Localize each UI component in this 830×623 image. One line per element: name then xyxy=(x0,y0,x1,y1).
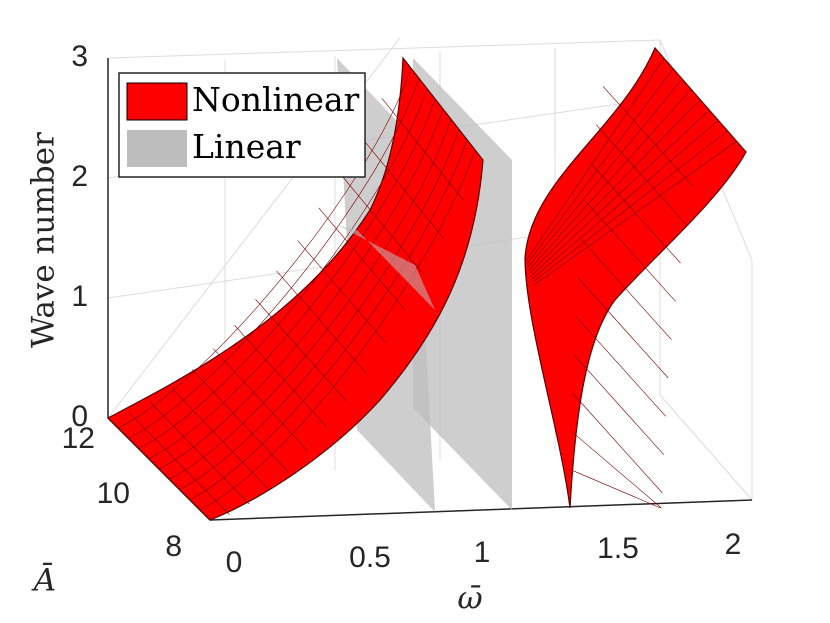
nonlinear-surface-lower xyxy=(107,56,484,521)
surface-mesh-line xyxy=(573,354,665,455)
surface-mesh-line xyxy=(531,120,719,280)
x-tick-0: 0 xyxy=(226,546,243,579)
legend-swatch-linear xyxy=(127,130,187,167)
surface-mesh-line xyxy=(148,98,436,460)
surface-mesh-line xyxy=(529,99,701,274)
x-axis-label: ω̄ xyxy=(457,581,482,617)
surface-mesh-line xyxy=(575,316,666,417)
surface-mesh-line xyxy=(128,78,420,439)
surface-mesh-line xyxy=(381,98,464,201)
x-tick-1: 1 xyxy=(474,536,491,569)
y-tick-12: 12 xyxy=(62,422,95,455)
y-tick-10: 10 xyxy=(97,477,130,510)
surface-mesh-line xyxy=(179,129,460,490)
surface-mesh-line xyxy=(595,124,687,225)
y-tick-8: 8 xyxy=(165,530,182,563)
z-tick-3: 3 xyxy=(71,40,88,73)
z-axis-label: Wave number xyxy=(26,132,62,348)
surface-mesh-line xyxy=(158,108,444,470)
surface-mesh-line xyxy=(585,201,676,302)
surface-mesh-line xyxy=(192,369,289,472)
surface-mesh-line xyxy=(118,68,412,429)
legend: Nonlinear Linear xyxy=(118,72,366,178)
surface-mesh-line xyxy=(533,141,737,286)
surface-mesh-line xyxy=(189,139,468,500)
z-tick-2: 2 xyxy=(71,160,88,193)
y-axis-label: Ā xyxy=(31,562,56,599)
z-tick-1: 1 xyxy=(71,280,88,313)
surface-mesh-line xyxy=(530,110,710,277)
y-axis-ticks: 12 10 8 xyxy=(62,422,182,563)
surface-mesh-line xyxy=(527,79,683,268)
surface-mesh-line xyxy=(255,299,347,402)
surface-mesh-line xyxy=(526,68,674,265)
surface-mesh-line xyxy=(169,119,452,480)
surface-mesh-line xyxy=(360,136,445,239)
surface-mesh-line xyxy=(128,412,230,515)
surface-mesh-line xyxy=(339,173,425,276)
surface-mesh-line xyxy=(138,88,428,449)
surface-mesh-line xyxy=(581,239,672,340)
legend-label-nonlinear: Nonlinear xyxy=(192,80,360,119)
x-axis-ticks: 0 0.5 1 1.5 2 xyxy=(226,528,742,579)
surface-mesh-line xyxy=(170,387,269,490)
surface-mesh-line xyxy=(318,207,406,311)
z-axis-ticks: 0 1 2 3 xyxy=(71,40,88,433)
surface-mesh-line xyxy=(149,401,250,505)
surface-mesh-line xyxy=(590,162,681,264)
x-tick-2: 2 xyxy=(725,528,742,561)
surface-mesh-line xyxy=(199,149,476,511)
surface-mesh-line xyxy=(525,58,665,262)
surface-mesh-line xyxy=(570,469,661,509)
x-tick-1-5: 1.5 xyxy=(597,532,639,565)
surface-mesh-line xyxy=(234,325,328,428)
surface-mesh-line xyxy=(602,86,694,187)
surface-mesh-line xyxy=(297,240,386,343)
legend-swatch-nonlinear xyxy=(126,82,188,121)
legend-label-linear: Linear xyxy=(192,127,301,166)
surface-mesh-line xyxy=(213,348,308,451)
nonlinear-surface-upper xyxy=(524,46,747,509)
surface-mesh-line xyxy=(572,392,663,494)
z-tick-0: 0 xyxy=(71,400,88,433)
x-tick-0-5: 0.5 xyxy=(349,541,391,574)
surface-mesh-line xyxy=(571,431,662,509)
surface-mesh-line xyxy=(276,270,367,374)
surface-mesh-line xyxy=(528,89,692,271)
linear-plane-1-overlay xyxy=(337,225,435,310)
surface-mesh-line xyxy=(578,277,669,379)
